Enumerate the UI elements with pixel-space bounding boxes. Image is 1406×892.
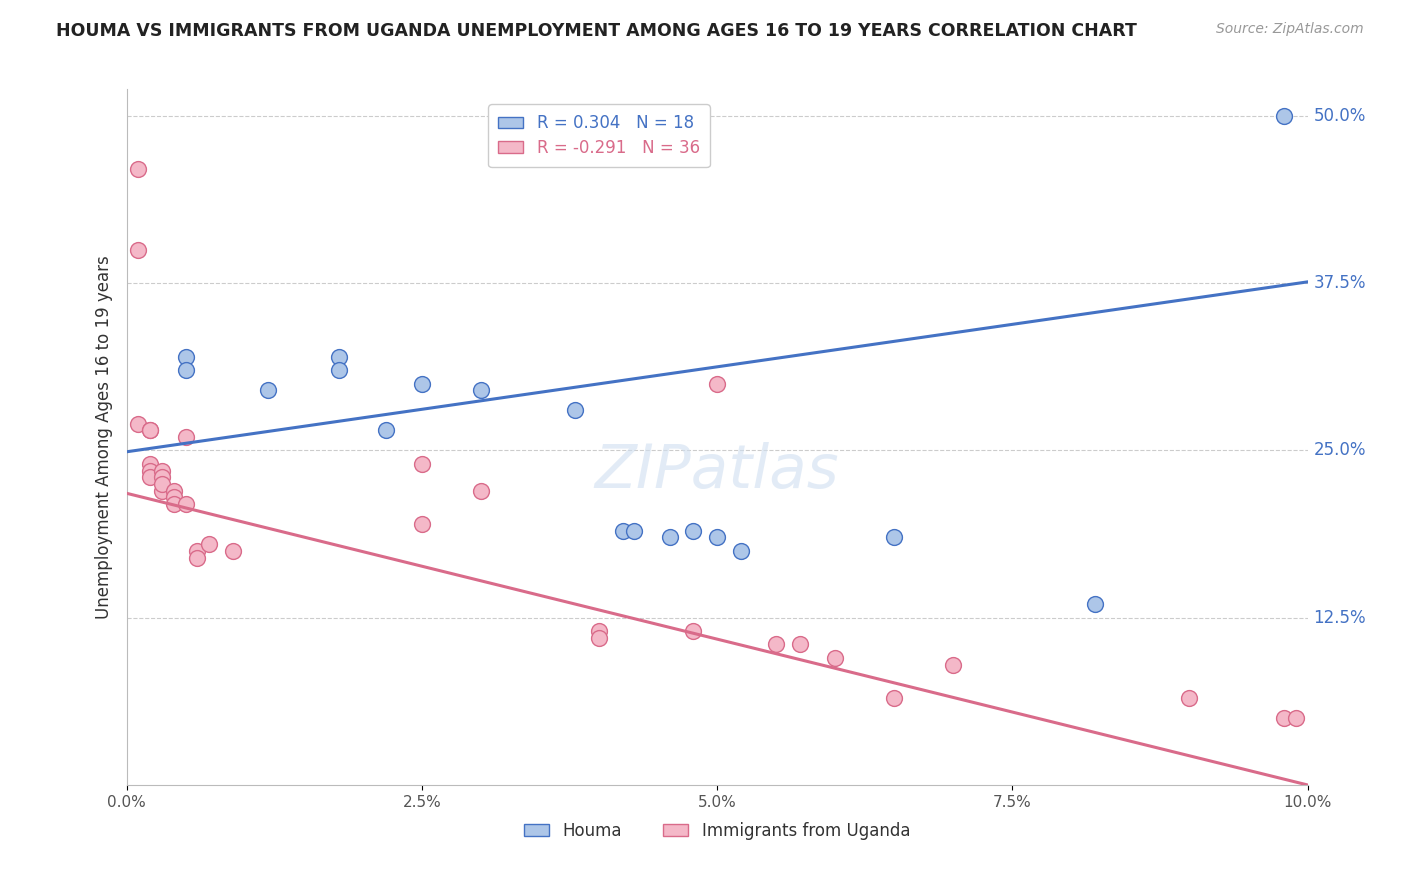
Point (139, 470, 162, 484)
Point (186, 544, 208, 558)
Point (411, 376, 433, 391)
Point (765, 637, 787, 651)
Point (1272, 109, 1295, 123)
Point (150, 470, 173, 484)
Point (588, 624, 610, 639)
Point (789, 637, 811, 651)
Point (682, 524, 704, 538)
Point (564, 403, 586, 417)
Text: 37.5%: 37.5% (1313, 274, 1367, 293)
Point (163, 490, 186, 504)
Point (411, 516, 433, 531)
Point (470, 384, 492, 398)
Point (186, 550, 208, 565)
Point (658, 530, 681, 544)
Point (730, 544, 752, 558)
Point (257, 384, 280, 398)
Point (470, 483, 492, 498)
Text: 12.5%: 12.5% (1313, 608, 1367, 627)
Point (1272, 711, 1295, 725)
Point (612, 524, 634, 538)
Point (174, 363, 197, 377)
Text: Source: ZipAtlas.com: Source: ZipAtlas.com (1216, 22, 1364, 37)
Point (706, 530, 728, 544)
Point (127, 162, 149, 177)
Point (139, 457, 162, 471)
Point (139, 424, 162, 438)
Point (150, 483, 173, 498)
Point (942, 657, 965, 672)
Point (139, 424, 162, 438)
Point (150, 464, 173, 478)
Point (127, 417, 149, 431)
Y-axis label: Unemployment Among Ages 16 to 19 years: Unemployment Among Ages 16 to 19 years (94, 255, 112, 619)
Point (883, 530, 905, 544)
Text: 25.0%: 25.0% (1313, 442, 1367, 459)
Text: HOUMA VS IMMIGRANTS FROM UGANDA UNEMPLOYMENT AMONG AGES 16 TO 19 YEARS CORRELATI: HOUMA VS IMMIGRANTS FROM UGANDA UNEMPLOY… (56, 22, 1137, 40)
Point (623, 524, 645, 538)
Text: ZIPatlas: ZIPatlas (595, 442, 839, 501)
Point (328, 363, 350, 377)
Point (824, 651, 846, 665)
Point (174, 350, 197, 364)
Point (139, 464, 162, 478)
Point (682, 624, 704, 639)
Point (150, 476, 173, 491)
Point (174, 497, 197, 511)
Point (883, 690, 905, 705)
Point (328, 350, 350, 364)
Point (1178, 690, 1201, 705)
Point (411, 457, 433, 471)
Point (588, 631, 610, 645)
Point (706, 376, 728, 391)
Point (163, 483, 186, 498)
Point (198, 537, 221, 551)
Point (1084, 598, 1107, 612)
Point (163, 497, 186, 511)
Text: 50.0%: 50.0% (1313, 107, 1365, 125)
Point (222, 544, 245, 558)
Point (174, 430, 197, 444)
Point (375, 424, 398, 438)
Point (127, 243, 149, 257)
Legend: Houma, Immigrants from Uganda: Houma, Immigrants from Uganda (517, 815, 917, 847)
Point (1285, 711, 1308, 725)
